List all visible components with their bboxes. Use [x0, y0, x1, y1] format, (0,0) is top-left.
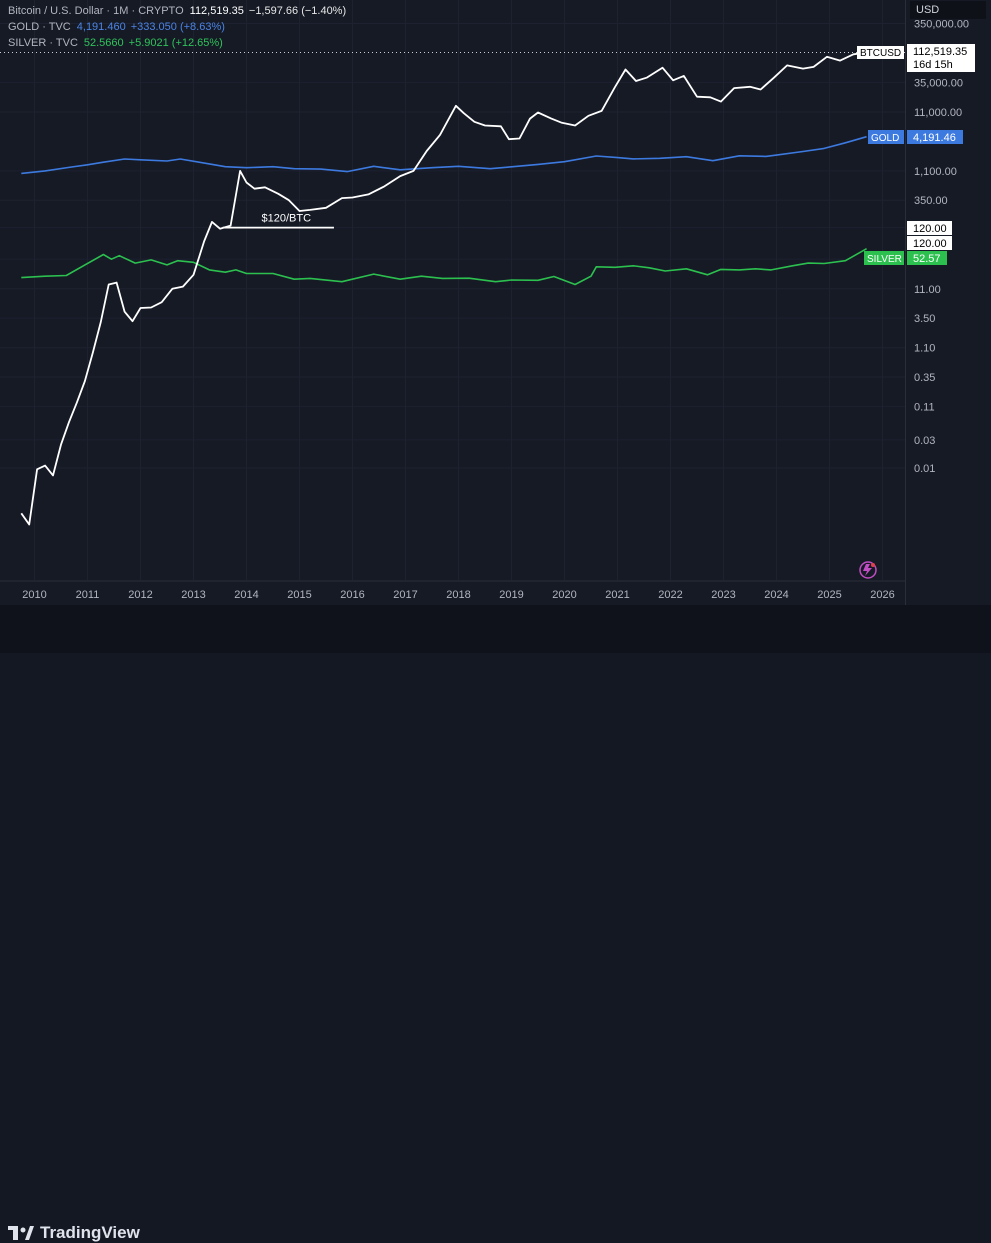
price-tick-label: 350.00 [914, 195, 948, 207]
legend-gold-change: +333.050 (+8.63%) [130, 21, 225, 33]
series-line-btcusd[interactable] [20, 51, 867, 526]
annotation-layer: $120/BTC [222, 213, 334, 229]
tradingview-logo-icon [8, 1226, 34, 1240]
price-tick-label: 35.00 [914, 254, 942, 266]
time-tick-label: 2016 [340, 589, 364, 601]
legend-gold-name: GOLD · TVC [8, 21, 71, 33]
price-tick-label: 0.03 [914, 435, 935, 447]
legend-row-silver[interactable]: SILVER · TVC 52.5660 +5.9021 (+12.65%) [8, 35, 351, 51]
time-tick-label: 2010 [22, 589, 46, 601]
tradingview-logo[interactable]: TradingView [8, 1223, 140, 1243]
time-tick-label: 2012 [128, 589, 152, 601]
time-tick-label: 2013 [181, 589, 205, 601]
time-tick-label: 2021 [605, 589, 629, 601]
price-scale-svg: 0.01 0.03 0.11 0.35 1.10 3.50 11.00 35.00 120.00… [914, 18, 969, 475]
time-tick-label: 2018 [446, 589, 470, 601]
time-tick-label: 2014 [234, 589, 258, 601]
price-tick-label: 120.00 [914, 223, 948, 235]
legend-silver-change: +5.9021 (+12.65%) [128, 37, 223, 49]
legend-btc-price: 112,519.35 [189, 5, 244, 17]
time-tick-label: 2025 [817, 589, 841, 601]
legend-btc-name: Bitcoin / U.S. Dollar · 1M · CRYPTO [8, 5, 184, 17]
legend-row-gold[interactable]: GOLD · TVC 4,191.460 +333.050 (+8.63%) [8, 19, 351, 35]
price-tick-label: 1,100.00 [914, 166, 957, 178]
time-tick-label: 2026 [870, 589, 894, 601]
price-tick-label: 0.35 [914, 372, 935, 384]
time-tick-label: 2017 [393, 589, 417, 601]
footer: TradingView [0, 605, 991, 1242]
legend-silver-price: 52.5660 [83, 37, 124, 49]
time-tick-label: 2015 [287, 589, 311, 601]
series-layer [0, 51, 905, 526]
annotation-label: $120/BTC [262, 213, 312, 225]
price-tick-label: 350,000.00 [914, 18, 969, 30]
legend: Bitcoin / U.S. Dollar · 1M · CRYPTO 112,5… [8, 3, 351, 51]
price-scale[interactable]: 0.01 0.03 0.11 0.35 1.10 3.50 11.00 35.00 120.00… [905, 0, 991, 605]
time-axis[interactable]: 2010 2011 2012 2013 2014 2015 2016 2017 2018 2019… [0, 580, 905, 601]
legend-gold-price: 4,191.460 [76, 21, 126, 33]
grid [0, 0, 905, 580]
time-tick-label: 2020 [552, 589, 576, 601]
tradingview-logo-text: TradingView [40, 1223, 140, 1242]
series-line-gold[interactable] [21, 135, 867, 175]
price-tick-label: 0.11 [914, 402, 935, 414]
time-tick-label: 2023 [711, 589, 735, 601]
price-tick-label: 35,000.00 [914, 77, 963, 89]
currency-button[interactable]: USD [910, 1, 986, 19]
price-tick-label: 11.00 [914, 284, 941, 296]
time-tick-label: 2024 [764, 589, 788, 601]
series-line-silver[interactable] [21, 248, 867, 286]
time-tick-label: 2011 [76, 589, 100, 601]
price-tick-label: 11,000.00 [914, 107, 962, 119]
price-tick-label: 0.01 [914, 463, 935, 475]
legend-silver-name: SILVER · TVC [8, 37, 78, 49]
legend-btc-change: −1,597.66 (−1.40%) [248, 5, 347, 17]
price-chart[interactable]: $120/BTC 2010 2011 2012 2013 2014 2015 2016 201… [0, 0, 905, 605]
time-tick-label: 2019 [499, 589, 523, 601]
chart-area[interactable]: $120/BTC 2010 2011 2012 2013 2014 2015 2016 201… [0, 0, 905, 605]
time-tick-label: 2022 [658, 589, 682, 601]
legend-row-btc[interactable]: Bitcoin / U.S. Dollar · 1M · CRYPTO 112,5… [8, 3, 351, 19]
price-tick-label: 1.10 [914, 343, 935, 355]
hotkeys-icon[interactable] [859, 561, 877, 579]
price-tick-label: 3.50 [914, 313, 935, 325]
